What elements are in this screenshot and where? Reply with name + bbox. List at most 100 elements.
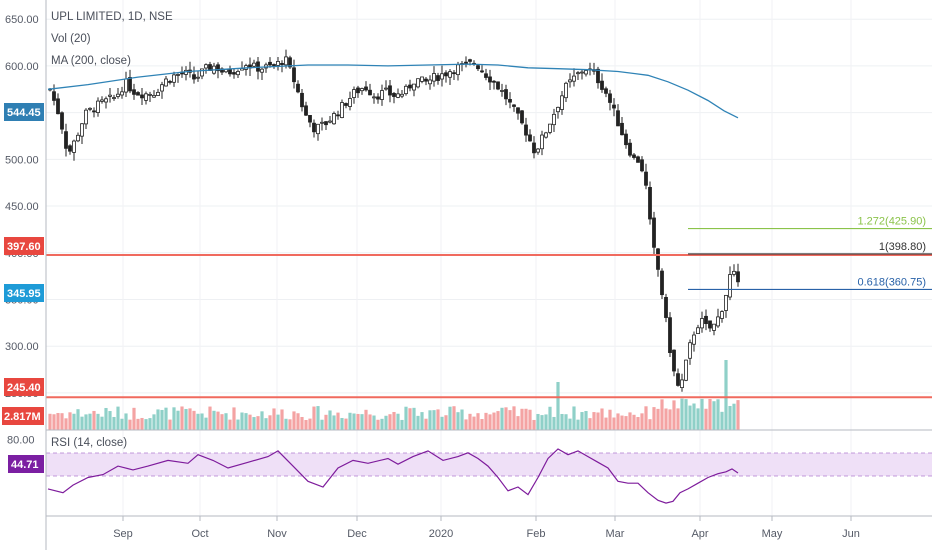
candle-body: [192, 74, 196, 80]
volume-bar: [720, 411, 724, 430]
candle-body: [420, 76, 424, 82]
time-tick-label: Dec: [347, 528, 367, 540]
volume-bar: [692, 403, 696, 430]
candle-body: [380, 90, 384, 100]
volume-bar: [188, 408, 192, 430]
volume-bar: [336, 412, 340, 430]
candle-body: [236, 70, 240, 76]
volume-bar: [656, 408, 660, 430]
svg-text:245.40: 245.40: [7, 382, 41, 394]
candle-body: [512, 104, 516, 107]
candle-body: [480, 70, 484, 73]
candle-body: [84, 109, 88, 125]
volume-bar: [52, 414, 56, 430]
candle-body: [68, 145, 72, 152]
candle-body: [60, 112, 64, 130]
candle-body: [476, 65, 480, 70]
support-price-tag: 245.40: [4, 378, 44, 396]
candle-body: [464, 61, 468, 64]
candle-body: [692, 334, 696, 345]
candle-body: [704, 315, 708, 325]
svg-text:345.95: 345.95: [7, 288, 41, 300]
volume-bar: [672, 400, 676, 430]
svg-text:544.45: 544.45: [7, 107, 41, 119]
volume-bar: [296, 413, 300, 430]
fib-level-label: 1.272(425.90): [858, 216, 927, 228]
ma-legend: MA (200, close): [51, 55, 131, 67]
candle-body: [712, 323, 716, 331]
candle-body: [596, 68, 600, 84]
candle-body: [724, 294, 728, 311]
candle-body: [624, 133, 628, 146]
volume-bar: [644, 406, 648, 430]
volume-bar: [124, 413, 128, 430]
candle-body: [360, 88, 364, 92]
candle-body: [164, 78, 168, 87]
volume-bar: [424, 418, 428, 430]
volume-bar: [164, 407, 168, 430]
candle-body: [296, 83, 300, 93]
candle-body: [568, 79, 572, 83]
volume-bar: [228, 419, 232, 430]
fibonacci-levels: 1.272(425.90) 1(398.80) 0.618(360.75): [688, 216, 932, 290]
candle-body: [404, 85, 408, 95]
volume-bar: [636, 417, 640, 430]
volume-bar: [356, 413, 360, 430]
candle-body: [580, 71, 584, 74]
candle-body: [508, 99, 512, 103]
volume-bar: [388, 414, 392, 430]
candle-body: [176, 74, 180, 76]
volume-bar: [152, 414, 156, 430]
volume-bar: [520, 408, 524, 430]
volume-bar: [168, 419, 172, 430]
volume-bar: [372, 415, 376, 430]
candle-body: [576, 72, 580, 75]
candle-body: [548, 123, 552, 133]
volume-bars: [48, 360, 740, 430]
volume-bar: [436, 409, 440, 430]
volume-bar: [428, 410, 432, 430]
candle-body: [688, 342, 692, 359]
fib-level-label: 1(398.80): [879, 241, 926, 253]
time-tick-label: Oct: [191, 528, 208, 540]
candle-body: [600, 80, 604, 90]
candle-body: [416, 78, 420, 88]
fib-level-label: 0.618(360.75): [858, 276, 927, 288]
volume-bar: [704, 408, 708, 430]
candle-body: [532, 142, 536, 154]
candle-body: [316, 123, 320, 135]
rsi-tick-label: 80.00: [7, 435, 35, 447]
volume-bar: [664, 408, 668, 430]
candle-body: [308, 115, 312, 123]
volume-bar: [716, 399, 720, 430]
candle-body: [444, 72, 448, 77]
volume-bar: [696, 408, 700, 430]
volume-bar: [392, 411, 396, 430]
volume-bar: [104, 407, 108, 430]
volume-bar: [524, 408, 528, 430]
candle-body: [516, 107, 520, 114]
volume-bar: [476, 413, 480, 430]
volume-bar: [736, 400, 740, 430]
candle-body: [468, 59, 472, 62]
candle-body: [660, 270, 664, 296]
volume-bar: [536, 413, 540, 430]
candle-body: [388, 85, 392, 96]
candle-body: [392, 92, 396, 97]
volume-bar: [608, 409, 612, 430]
volume-bar: [180, 406, 184, 430]
svg-text:397.60: 397.60: [7, 241, 41, 253]
candle-body: [344, 103, 348, 106]
volume-bar: [496, 411, 500, 430]
volume-bar: [500, 407, 504, 430]
candle-body: [64, 131, 68, 149]
candle-body: [628, 142, 632, 156]
candle-body: [408, 84, 412, 89]
candle-body: [528, 134, 532, 142]
candle-body: [332, 113, 336, 125]
candle-body: [116, 93, 120, 97]
volume-bar: [504, 407, 508, 430]
candle-body: [732, 270, 736, 275]
volume-bar: [468, 413, 472, 430]
volume-bar: [156, 409, 160, 430]
